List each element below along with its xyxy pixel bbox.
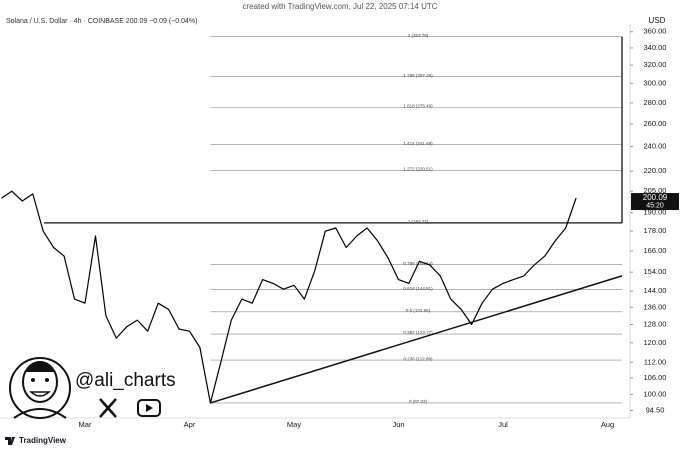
fib-label: 1.414 (241.68) bbox=[403, 141, 433, 146]
y-tick-label: 190.00 bbox=[644, 208, 667, 217]
chart-title: Solana / U.S. Dollar · 4h · COINBASE 200… bbox=[6, 18, 197, 25]
x-tick-label: Mar bbox=[79, 420, 92, 429]
fib-label: 0.236 (112.89) bbox=[404, 356, 433, 361]
fib-label: 1.272 (220.51) bbox=[403, 167, 433, 172]
fib-label: 1 (183.27) bbox=[408, 219, 429, 224]
price-tag-value: 200.09 bbox=[643, 193, 668, 202]
x-tick-label: May bbox=[287, 420, 301, 429]
trendline bbox=[210, 275, 623, 404]
fib-label: 1.618 (275.49) bbox=[403, 104, 433, 109]
y-tick-label: 136.00 bbox=[644, 302, 667, 311]
y-tick-label: 94.50 bbox=[646, 405, 665, 414]
y-tick-label: 220.00 bbox=[644, 166, 667, 175]
x-tick-label: Apr bbox=[184, 420, 196, 429]
fib-label: 0.382 (123.77) bbox=[403, 330, 433, 335]
avatar bbox=[9, 357, 71, 419]
y-tick-label: 128.00 bbox=[644, 319, 667, 328]
price-tag-countdown: 45:20 bbox=[646, 202, 664, 209]
y-tick-label: 240.00 bbox=[644, 142, 667, 151]
y-tick-label: 360.00 bbox=[644, 27, 667, 36]
brand-logo: TradingView bbox=[5, 436, 67, 445]
y-tick-label: 144.00 bbox=[644, 286, 667, 295]
y-tick-label: 280.00 bbox=[644, 98, 667, 107]
y-tick-label: 205.00 bbox=[644, 186, 667, 195]
fib-label: 0.5 (133.86) bbox=[406, 308, 431, 313]
y-tick-label: 166.00 bbox=[644, 246, 667, 255]
fib-label: 0.618 (144.81) bbox=[403, 286, 433, 291]
fib-label: 2 (353.78) bbox=[408, 33, 429, 38]
y-tick-label: 178.00 bbox=[644, 226, 667, 235]
brand: TradingView bbox=[19, 436, 67, 445]
fib-label: 0 (97.03) bbox=[409, 399, 428, 404]
x-tick-label: Aug bbox=[601, 420, 614, 429]
y-tick-label: 112.00 bbox=[644, 357, 666, 366]
watermark: created with TradingView.com, Jul 22, 20… bbox=[242, 2, 437, 11]
y-tick-label: 300.00 bbox=[644, 78, 667, 87]
y-tick-label: 260.00 bbox=[644, 119, 667, 128]
x-tick-label: Jun bbox=[392, 420, 404, 429]
currency: USD bbox=[649, 16, 666, 25]
y-tick-label: 120.00 bbox=[644, 338, 667, 347]
price-line bbox=[1, 190, 577, 404]
price-tag bbox=[631, 193, 679, 211]
y-tick-label: 100.00 bbox=[644, 389, 667, 398]
play-icon bbox=[137, 399, 161, 417]
y-tick-label: 340.00 bbox=[644, 43, 667, 52]
x-icon bbox=[99, 398, 117, 418]
y-tick-label: 320.00 bbox=[644, 60, 667, 69]
y-tick-label: 154.00 bbox=[644, 267, 667, 276]
y-tick-label: 106.00 bbox=[644, 373, 667, 382]
author: @ali_charts bbox=[75, 370, 176, 391]
x-tick-label: Jul bbox=[498, 420, 508, 429]
fib-label: 1.786 (307.26) bbox=[403, 73, 433, 78]
